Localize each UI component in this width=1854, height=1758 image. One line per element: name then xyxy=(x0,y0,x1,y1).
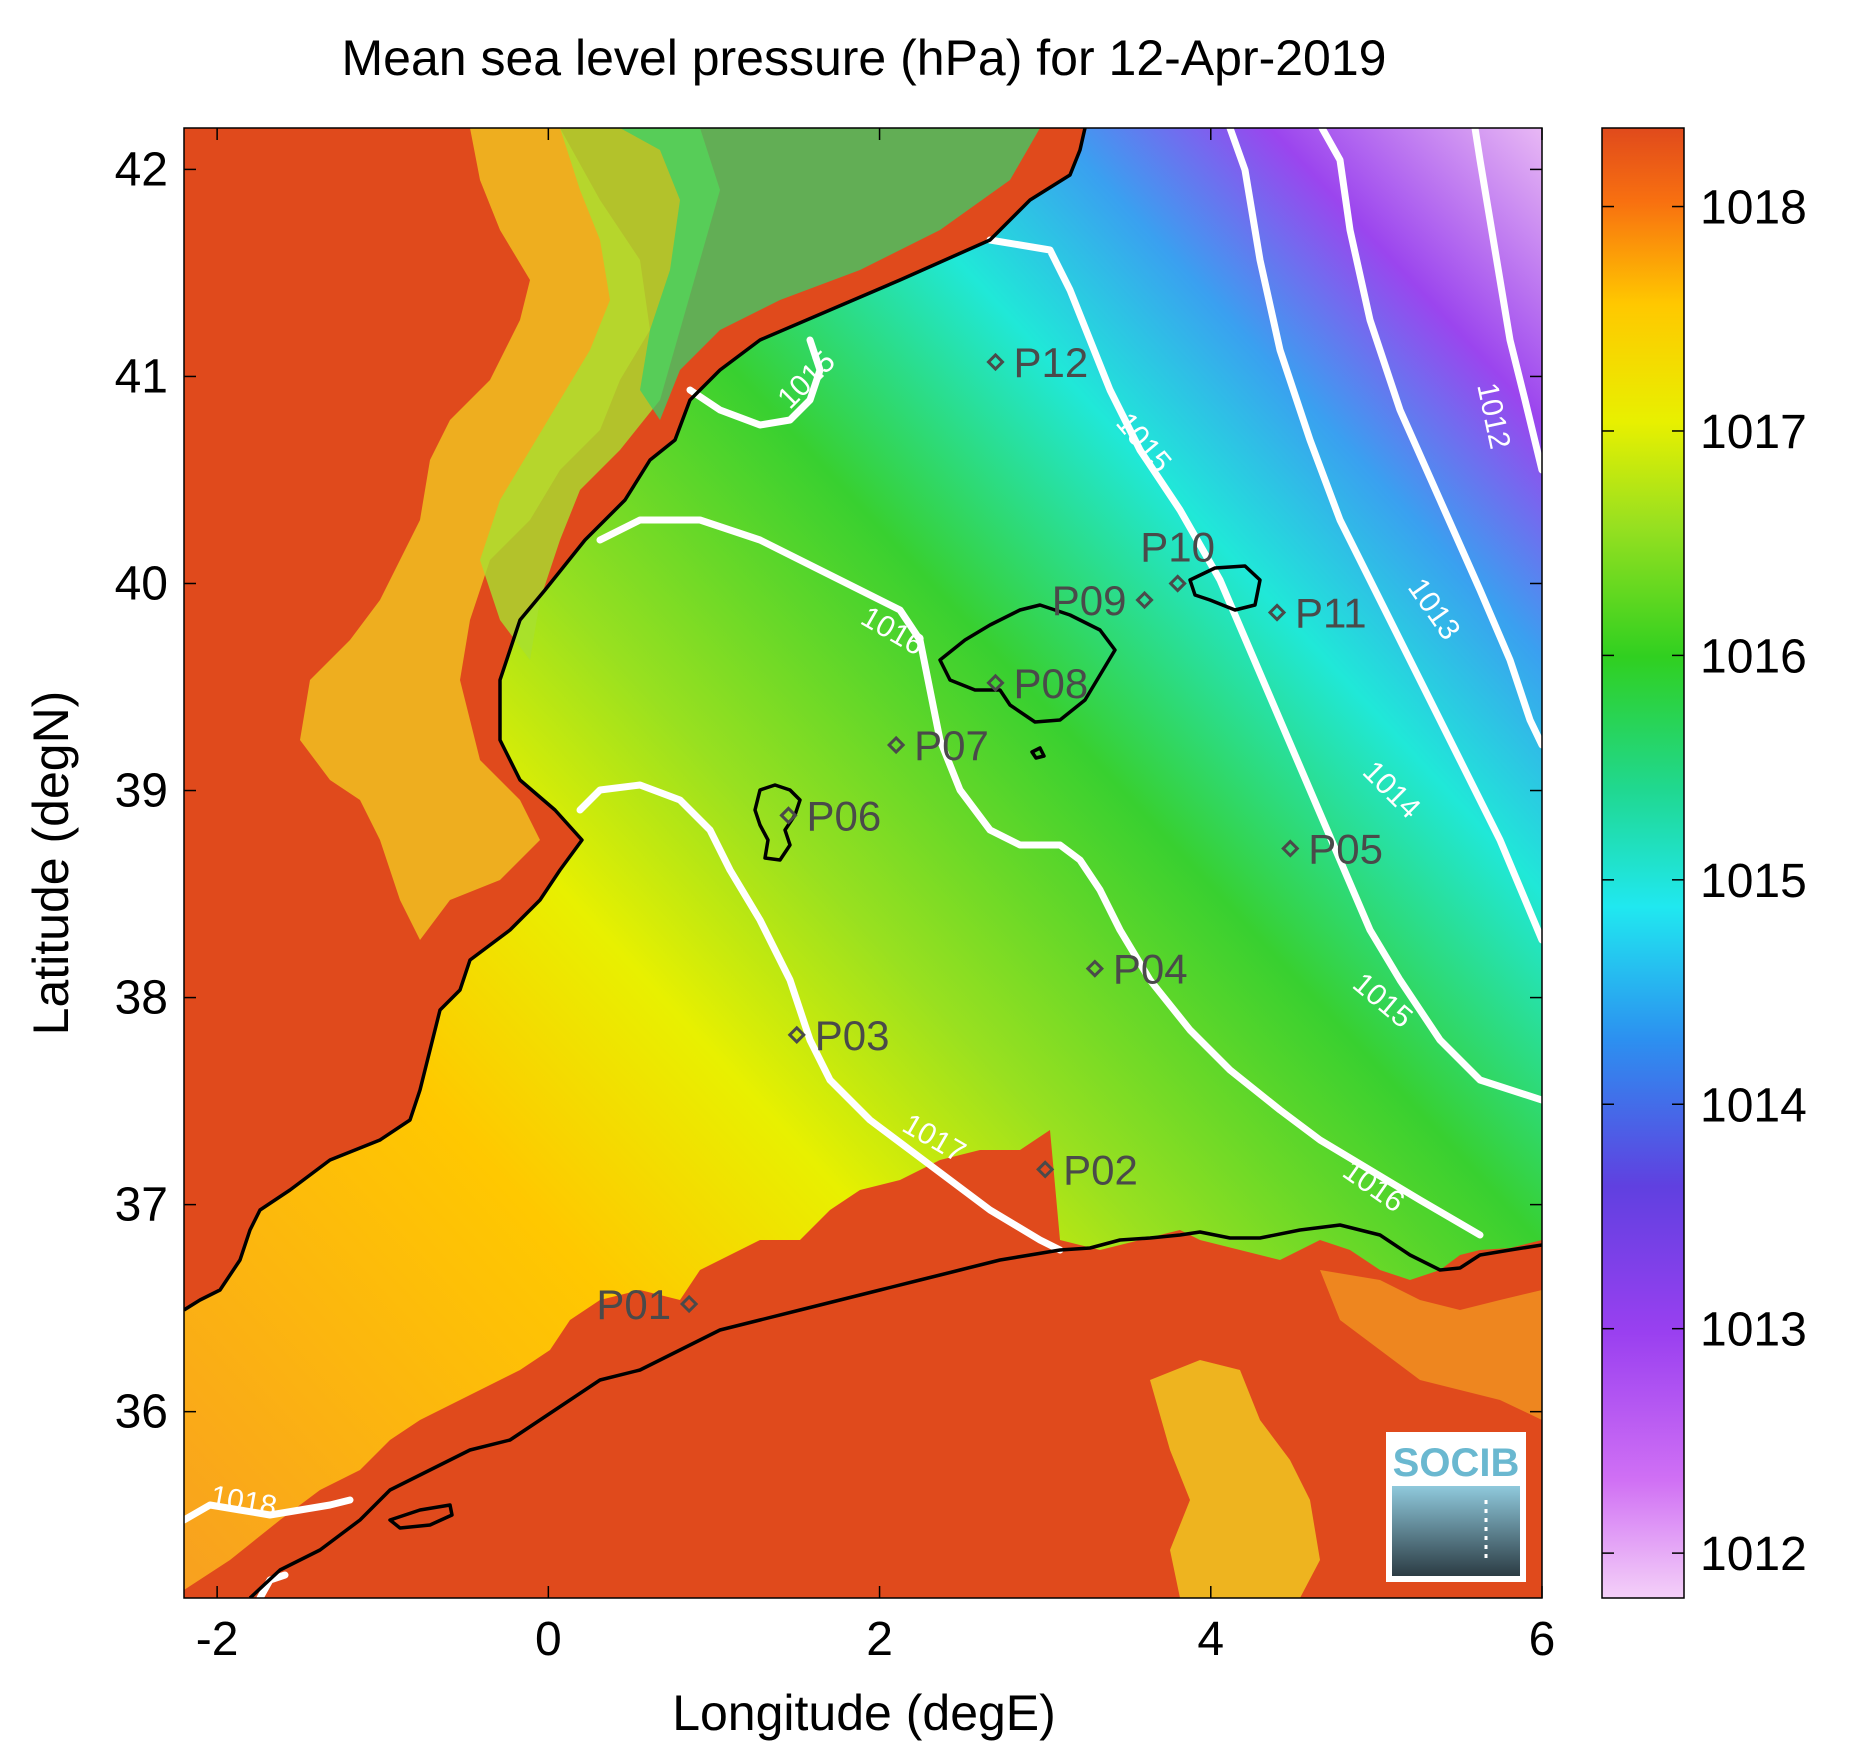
colorbar-tick-label: 1013 xyxy=(1700,1304,1807,1357)
island-menorca xyxy=(1188,564,1262,612)
station-marker xyxy=(1085,959,1104,978)
colorbar-tick-label: 1012 xyxy=(1700,1528,1807,1581)
y-tick-label: 41 xyxy=(115,350,168,403)
station-marker xyxy=(1267,603,1287,622)
station-label: P02 xyxy=(1063,1146,1138,1193)
station-label: P07 xyxy=(914,722,989,769)
colorbar: 1012 1013 1014 1015 1016 1017 1018 xyxy=(1601,127,1807,1599)
land-africa-east xyxy=(1320,1270,1542,1420)
x-tick-label: 4 xyxy=(1197,1613,1224,1666)
contour-1018 xyxy=(184,1496,354,1524)
x-axis-label: Longitude (degE) xyxy=(672,1685,1056,1741)
station-marker xyxy=(1135,590,1154,610)
land-iberia xyxy=(184,128,1085,1310)
station-label: P01 xyxy=(596,1281,671,1328)
station-marker xyxy=(1168,574,1187,593)
map-area xyxy=(184,128,1542,1598)
colorbar-tick-label: 1015 xyxy=(1700,855,1807,908)
y-tick-label: 40 xyxy=(115,557,168,610)
coastline-north-africa xyxy=(248,1223,1542,1598)
y-tick-label: 37 xyxy=(115,1179,168,1232)
land-africa-highland xyxy=(1150,1360,1320,1598)
colorbar-ticks: 1012 1013 1014 1015 1016 1017 1018 xyxy=(1602,182,1807,1581)
contour-1015-north xyxy=(686,336,824,429)
station-label: P11 xyxy=(1295,589,1367,636)
station-label: P06 xyxy=(806,792,881,839)
contour-1017 xyxy=(576,781,1064,1254)
land-iberia-lowland xyxy=(300,128,650,940)
station-label: P09 xyxy=(1052,577,1127,624)
land-iberia-coastal xyxy=(480,128,720,660)
colorbar-tick-label: 1018 xyxy=(1700,182,1807,235)
island-cabrera xyxy=(1030,746,1046,760)
contour-1012 xyxy=(1471,128,1542,474)
y-tick-label: 36 xyxy=(115,1386,168,1439)
x-tick-label: 6 xyxy=(1529,1613,1556,1666)
contour-1014 xyxy=(1226,128,1542,944)
station-marker xyxy=(1281,839,1300,858)
y-axis-label: Latitude (degN) xyxy=(23,691,79,1036)
contour-1016 xyxy=(596,516,1484,1239)
station-marker xyxy=(986,352,1005,372)
station-markers: P01 P02 P03 P04 P05 P06 P07 P08 P09 P10 P11 P12 xyxy=(596,339,1383,1328)
station-label: P05 xyxy=(1308,826,1383,873)
station-label: P04 xyxy=(1113,946,1188,993)
station-label: P10 xyxy=(1140,523,1215,570)
y-tick-label: 38 xyxy=(115,972,168,1025)
x-tick-label: -2 xyxy=(196,1613,239,1666)
colorbar-tick-label: 1014 xyxy=(1700,1079,1807,1132)
socib-logo: SOCIB xyxy=(1386,1432,1526,1582)
contour-1015-south xyxy=(986,236,1542,1104)
contour-1013 xyxy=(1318,128,1542,749)
x-tick-label: 0 xyxy=(535,1613,562,1666)
y-tick-label: 39 xyxy=(115,765,168,818)
x-axis: -2 0 2 4 6 xyxy=(196,128,1556,1666)
chart-title: Mean sea level pressure (hPa) for 12-Apr… xyxy=(342,30,1387,86)
land-north-green xyxy=(620,128,1040,420)
island-alboran xyxy=(388,1503,454,1530)
colorbar-tick-label: 1016 xyxy=(1700,630,1807,683)
y-axis: 36 37 38 39 40 41 42 xyxy=(115,143,1542,1439)
station-marker xyxy=(986,673,1005,692)
station-marker xyxy=(679,1294,699,1314)
colorbar-tick-label: 1017 xyxy=(1700,406,1807,459)
x-tick-label: 2 xyxy=(866,1613,893,1666)
station-marker xyxy=(787,1025,806,1044)
station-label: P08 xyxy=(1013,660,1088,707)
y-tick-label: 42 xyxy=(115,143,168,196)
socib-logo-text: SOCIB xyxy=(1393,1441,1520,1485)
station-marker xyxy=(887,735,906,755)
station-marker xyxy=(779,806,798,825)
station-marker xyxy=(1036,1160,1055,1179)
island-mallorca xyxy=(938,603,1117,724)
colorbar-gradient xyxy=(1601,127,1685,1599)
coastline-iberia xyxy=(184,128,1087,1312)
plot-frame xyxy=(183,127,1543,1599)
station-label: P03 xyxy=(815,1012,890,1059)
island-ibiza xyxy=(753,783,802,862)
station-label: P12 xyxy=(1013,339,1088,386)
